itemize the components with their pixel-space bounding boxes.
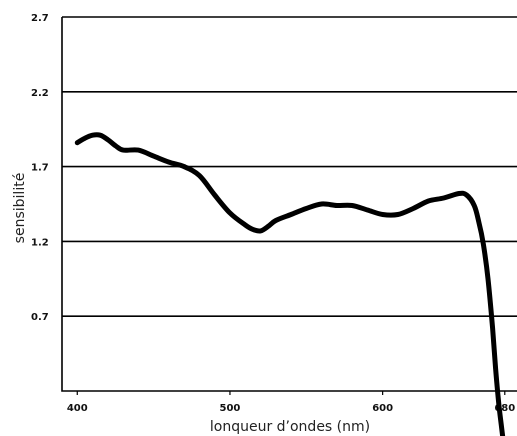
y-axis-label: sensibilité	[12, 173, 28, 244]
sensitivity-curve-0	[74, 132, 506, 436]
x-tick-label: 400	[67, 403, 88, 414]
x-ticks: 400 500 600 680	[67, 391, 515, 414]
axis-frame	[61, 17, 517, 392]
series	[74, 132, 506, 436]
y-tick-label: 2.2	[31, 88, 49, 99]
y-ticks: 0.7 1.2 1.7 2.2 2.7	[31, 13, 49, 323]
x-axis-label: lonqueur d’ondes (nm)	[210, 419, 370, 435]
y-tick-label: 1.2	[31, 237, 49, 248]
axes	[61, 17, 517, 392]
x-tick-label: 600	[372, 403, 393, 414]
y-tick-label: 1.7	[31, 163, 49, 174]
x-tick-label: 680	[494, 403, 515, 414]
y-tick-label: 0.7	[31, 312, 49, 323]
x-tick-label: 500	[220, 403, 241, 414]
grid-lines	[62, 16, 517, 318]
y-tick-label: 2.7	[31, 13, 49, 24]
